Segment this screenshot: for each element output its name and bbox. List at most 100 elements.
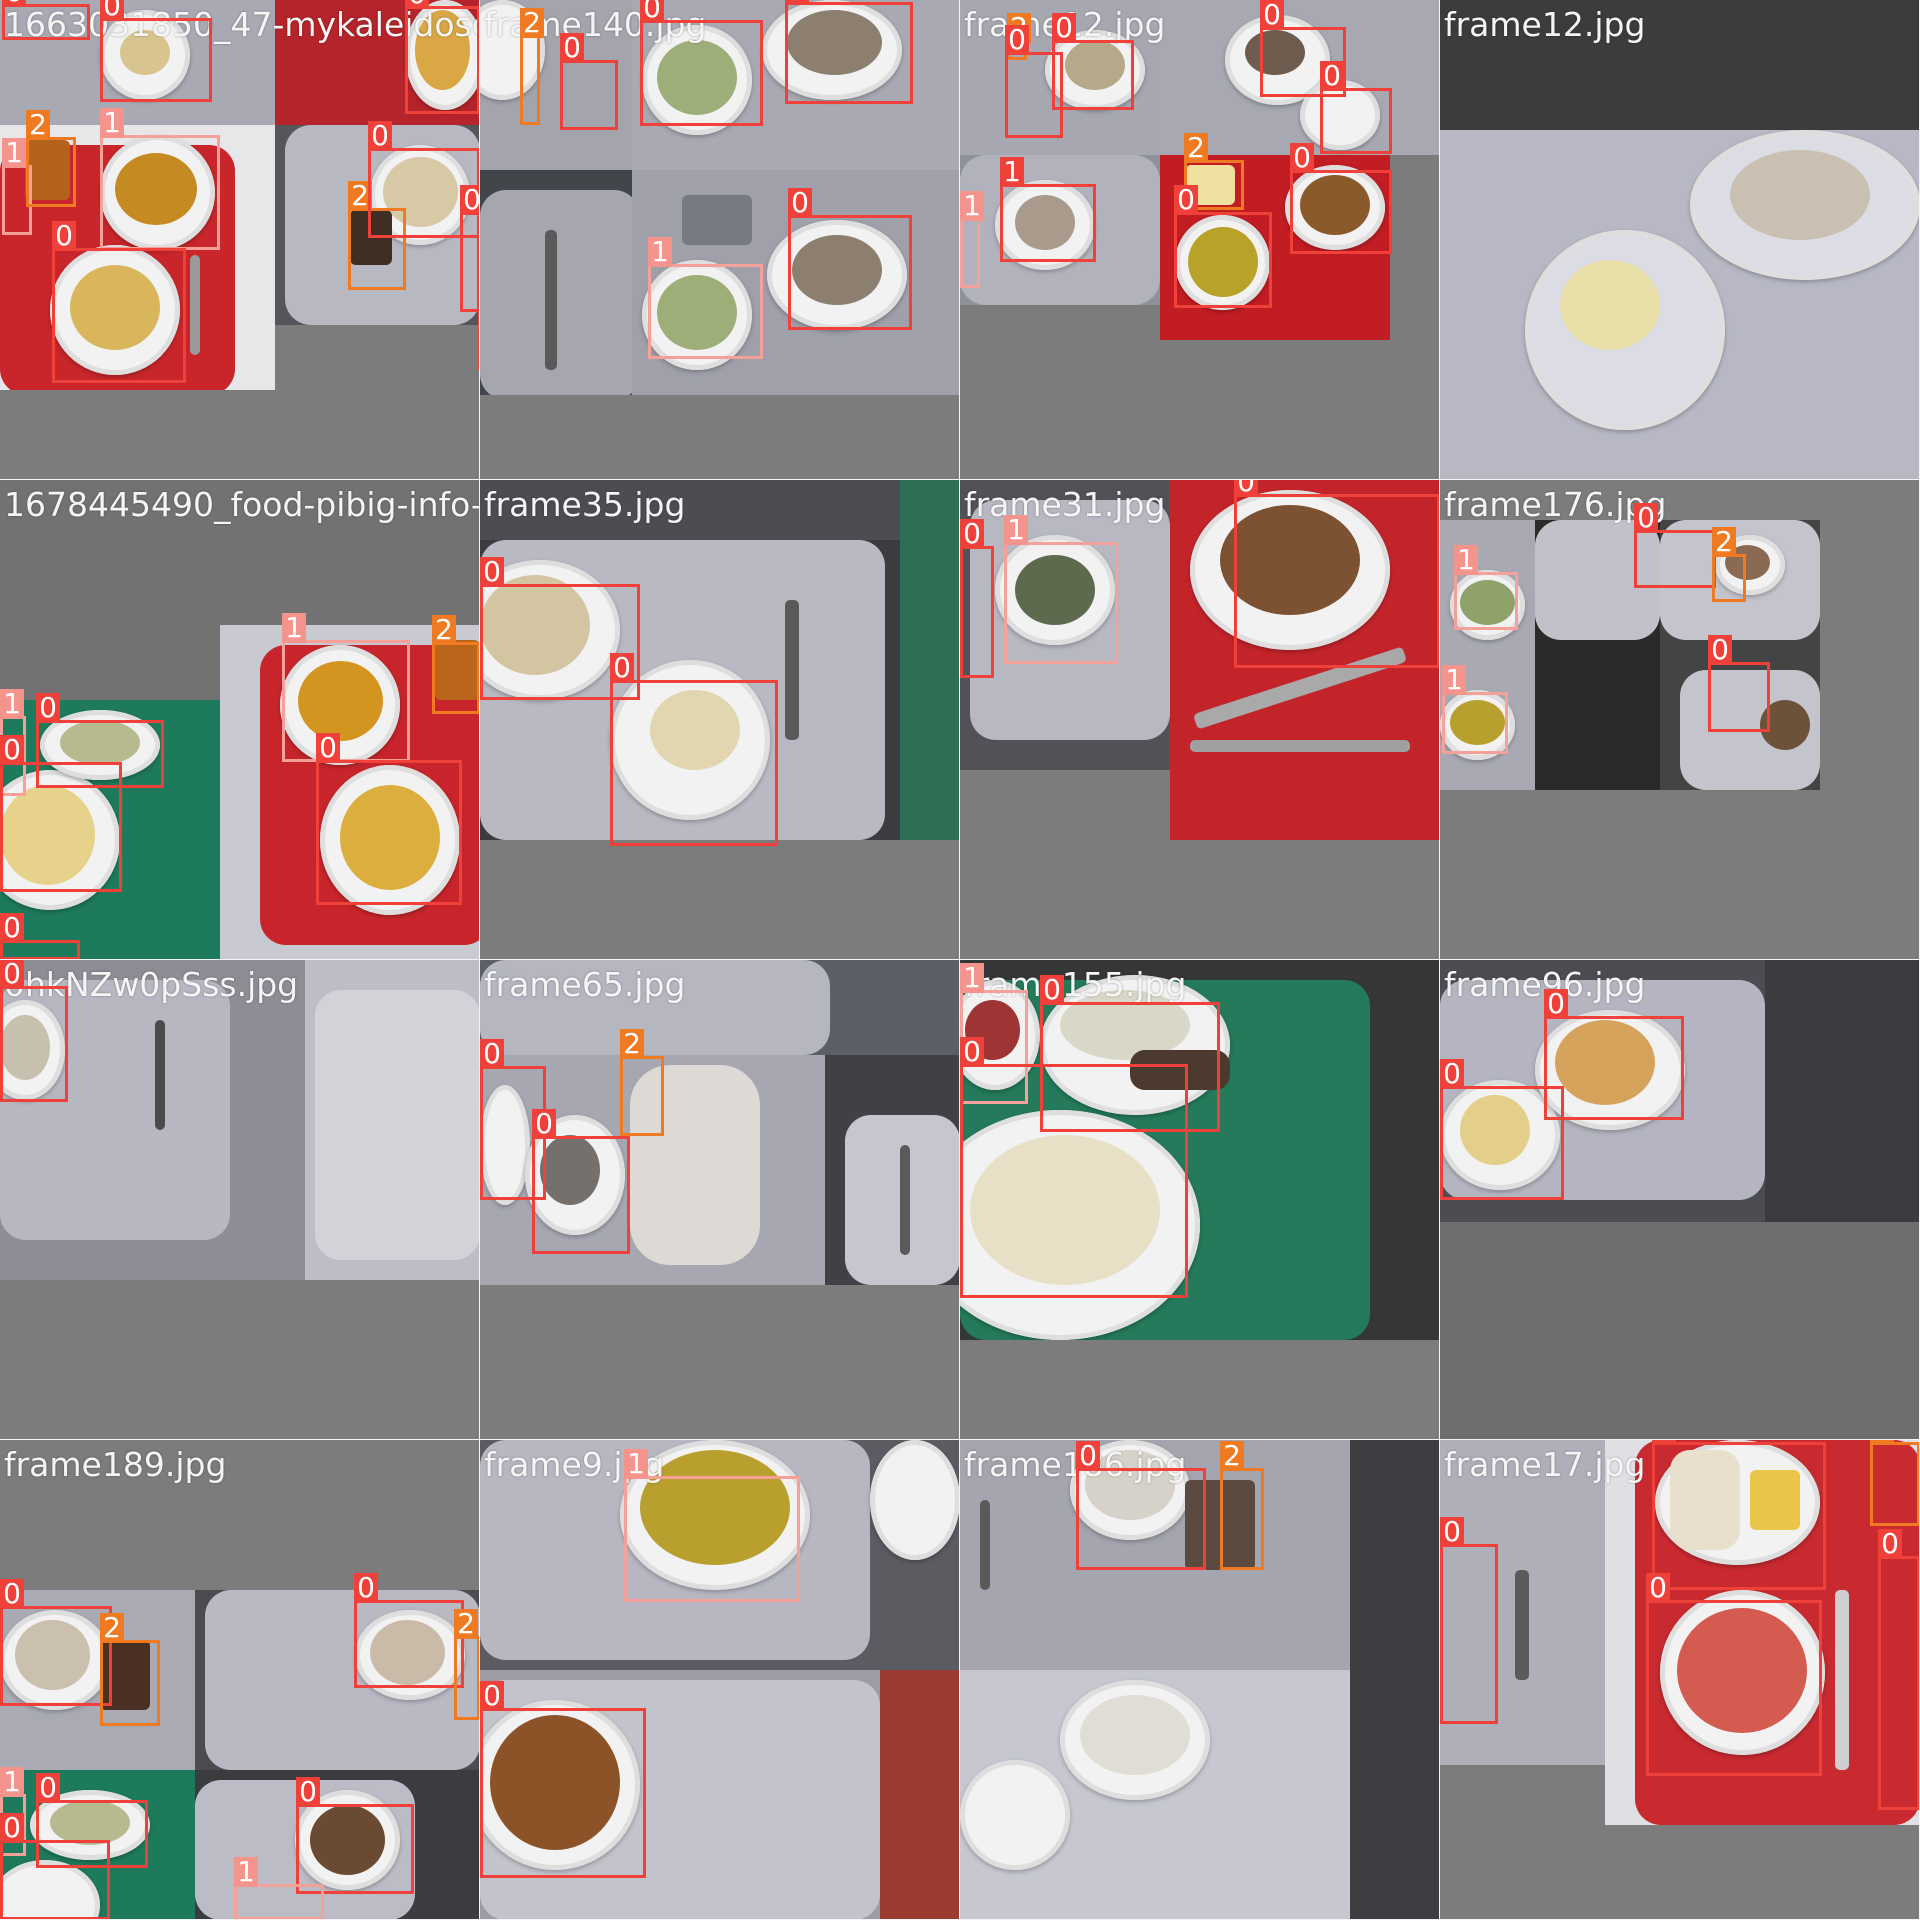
detection-box: 0 [52, 221, 186, 383]
photo-fragment [275, 0, 479, 125]
photo-fragment [480, 170, 632, 395]
class-label: 0 [0, 913, 24, 943]
image-filename: frame12.jpg [1444, 5, 1646, 44]
mosaic-tile: frame189.jpg 0 2 0 2 1 0 0 0 1 [0, 1440, 480, 1920]
class-label: 0 [0, 1579, 24, 1609]
class-label: 0 [1040, 975, 1064, 1005]
class-label: 0 [52, 221, 76, 251]
class-label: 0 [480, 557, 504, 587]
photo-fragment [960, 1440, 1350, 1670]
photo-fragment [1170, 480, 1439, 840]
detection-box: 2 [100, 1613, 160, 1726]
detection-box: 1 [960, 191, 984, 288]
mosaic-tile: 0hkNZw0pSss.jpg 0 [0, 960, 480, 1440]
class-label: 1 [960, 191, 984, 221]
class-label: 0 [1440, 1517, 1464, 1547]
image-filename: frame31.jpg [964, 485, 1166, 524]
class-label: 0 [1052, 13, 1076, 43]
class-label: 1 [1454, 545, 1478, 575]
class-label: 0 [478, 213, 479, 243]
image-filename: frame176.jpg [1444, 485, 1667, 524]
detection-box: 0 [480, 557, 640, 700]
photo-fragment [480, 1670, 880, 1919]
detection-box: 0 [0, 960, 68, 1102]
detection-box: 1 [1000, 157, 1096, 262]
photo-fragment [480, 480, 959, 540]
detection-box: 0 [0, 735, 122, 892]
class-label: 0 [1234, 480, 1258, 497]
class-label: 0 [368, 121, 392, 151]
detection-box: 0 [1646, 1573, 1822, 1776]
class-label: 0 [480, 1039, 504, 1069]
detection-box: 1 [1442, 665, 1508, 754]
image-filename: 1663031850_47-mykaleidoscope-ru-p-komple [4, 5, 479, 44]
mosaic-tile: frame96.jpg 0 0 [1440, 960, 1920, 1440]
class-label: 0 [2, 0, 26, 7]
detection-box: 0 [960, 519, 994, 678]
detection-box: 0 [640, 0, 763, 126]
class-label: 2 [620, 1029, 644, 1059]
detection-box: 0 [354, 1573, 464, 1688]
detection-box: 0 [1652, 1440, 1826, 1590]
photo-fragment [960, 1670, 1350, 1919]
detection-box: 0 [480, 1681, 646, 1878]
class-label: 1 [234, 1857, 258, 1887]
class-label: 2 [1870, 1440, 1894, 1445]
class-label: 0 [1174, 185, 1198, 215]
detection-box: 0 [36, 693, 164, 788]
photo-fragment [825, 1055, 959, 1285]
detection-box: 0 [478, 213, 479, 370]
detection-box: 1 [1004, 515, 1118, 664]
photo-fragment [900, 480, 959, 840]
photo-fragment [1440, 0, 1919, 130]
class-label: 0 [788, 188, 812, 218]
class-label: 0 [1652, 1440, 1676, 1445]
detection-box: 0 [1440, 1059, 1564, 1200]
class-label: 0 [1260, 0, 1284, 30]
detection-box: 1 [2, 138, 32, 235]
detection-box: 0 [1076, 1441, 1206, 1570]
photo-fragment [305, 960, 479, 1280]
image-filename: frame186.jpg [964, 1448, 1186, 1481]
detection-box: 0 [1878, 1529, 1919, 1810]
class-label: 0 [36, 693, 60, 723]
class-label: 0 [1708, 635, 1732, 665]
detection-box: 0 [960, 1037, 1188, 1298]
class-label: 1 [100, 108, 124, 138]
detection-box: 0 [460, 185, 479, 312]
class-label: 0 [0, 735, 24, 765]
photo-fragment [195, 1590, 479, 1770]
mosaic-tile: frame12.jpg [1440, 0, 1920, 480]
photo-fragment [1350, 1440, 1439, 1919]
detection-box: 0 [532, 1109, 630, 1254]
class-label: 0 [532, 1109, 556, 1139]
mosaic-tile: frame155.jpg 1 0 0 [960, 960, 1440, 1440]
detection-box: 2 [620, 1029, 664, 1136]
detection-box: 0 [610, 653, 778, 846]
image-filename: frame65.jpg [484, 965, 686, 1004]
photo-fragment [0, 1590, 195, 1770]
detection-box: 0 [296, 1777, 414, 1894]
detection-box: 0 [0, 1579, 112, 1706]
class-label: 0 [960, 519, 984, 549]
class-label: 0 [1005, 25, 1029, 55]
class-label: 2 [100, 1613, 124, 1643]
detection-box: 0 [2, 0, 90, 40]
class-label: 0 [316, 733, 340, 763]
detection-box: 0 [1005, 25, 1063, 138]
detection-box: 0 [1320, 61, 1392, 154]
class-label: 2 [26, 110, 50, 140]
class-label: 0 [1646, 1573, 1670, 1603]
detection-box: 0 [1708, 635, 1770, 732]
detection-box: 2 [432, 615, 479, 714]
class-label: 0 [354, 1573, 378, 1603]
class-label: 2 [1712, 527, 1736, 557]
detection-box: 0 [788, 188, 912, 330]
class-label: 1 [648, 237, 672, 267]
class-label: 0 [640, 0, 664, 23]
image-filename: frame155.jpg [964, 965, 1187, 1004]
detection-box: 0 [1174, 185, 1272, 308]
photo-fragment [1440, 130, 1919, 479]
detection-box: 1 [648, 237, 763, 359]
